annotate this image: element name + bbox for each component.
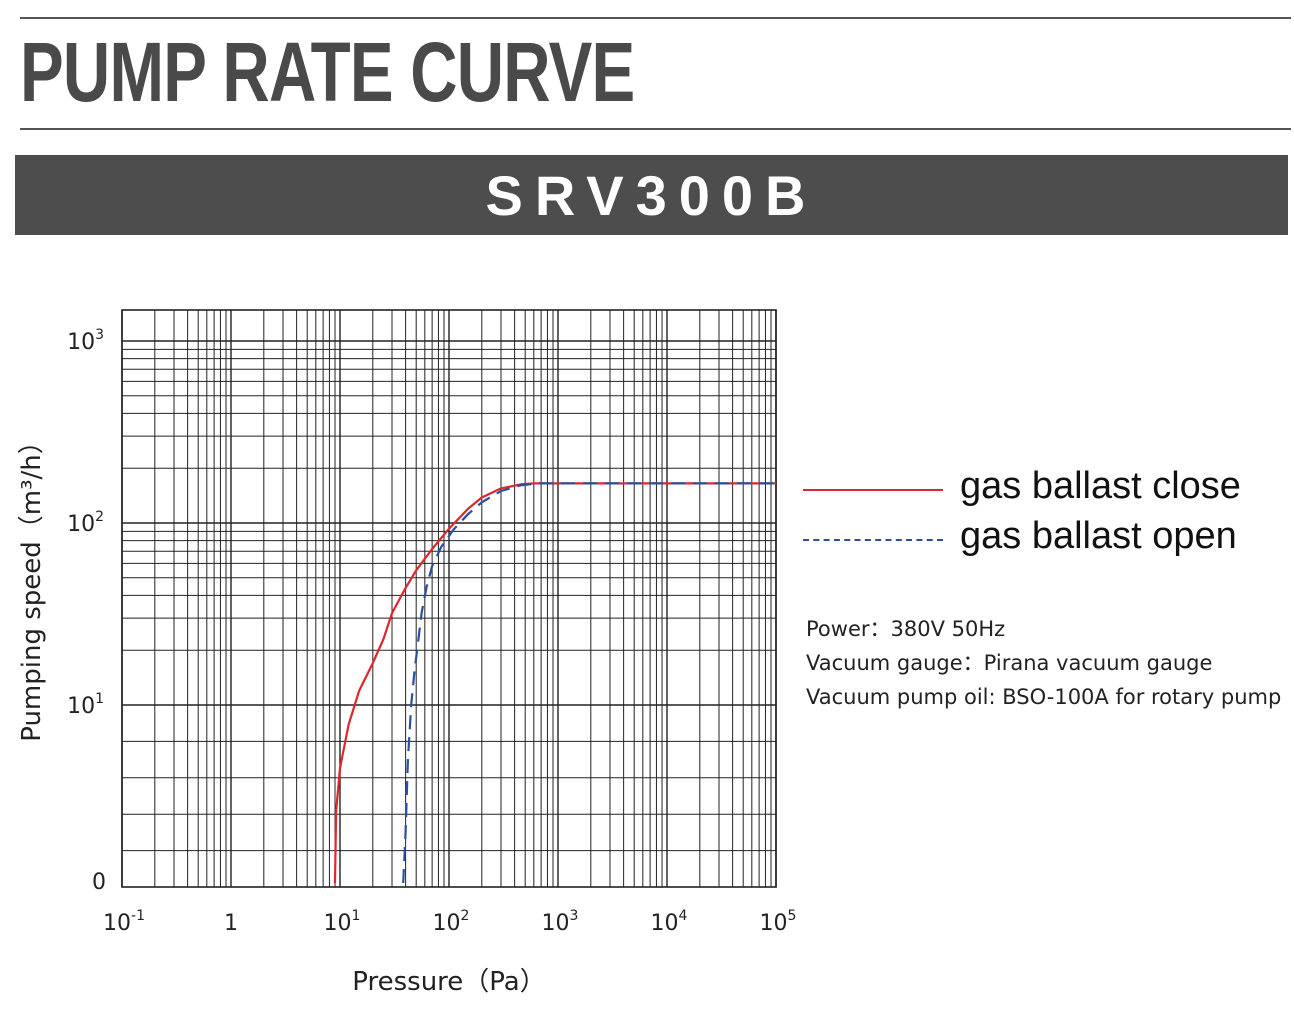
x-tick-label: 105 (760, 908, 797, 936)
y-tick-label: 101 (67, 691, 104, 719)
legend-line-close (803, 489, 943, 491)
top-rule (20, 17, 1291, 19)
legend-line-open (803, 539, 943, 541)
model-banner: SRV300B (15, 155, 1288, 235)
legend-label-close: gas ballast close (960, 465, 1241, 507)
note-pump-oil: Vacuum pump oil: BSO-100A for rotary pum… (806, 685, 1282, 709)
note-power: Power：380V 50Hz (806, 617, 1006, 641)
y-tick-label: 102 (67, 509, 104, 537)
model-name: SRV300B (485, 163, 818, 227)
x-tick-label: 101 (324, 908, 361, 936)
y-tick-label: 0 (92, 870, 106, 895)
page-title: PUMP RATE CURVE (20, 25, 635, 119)
y-axis-title: Pumping speed（m³/h） (17, 428, 47, 742)
x-tick-label: 104 (651, 908, 688, 936)
series-line-close (333, 482, 776, 884)
plot-frame (121, 309, 777, 888)
x-tick-label: 102 (433, 908, 470, 936)
x-tick-label: 10-1 (103, 908, 145, 936)
spec-notes: Power：380V 50Hz Vacuum gauge：Pirana vacu… (806, 612, 1281, 714)
x-tick-label: 1 (224, 911, 238, 936)
note-vacuum-gauge: Vacuum gauge：Pirana vacuum gauge (806, 651, 1213, 675)
title-rule (20, 128, 1291, 130)
series-line-open (402, 482, 776, 884)
y-tick-label: 103 (67, 327, 104, 355)
x-axis-title: Pressure（Pa） (352, 967, 545, 997)
x-tick-label: 103 (542, 908, 579, 936)
legend-label-open: gas ballast open (960, 515, 1237, 557)
